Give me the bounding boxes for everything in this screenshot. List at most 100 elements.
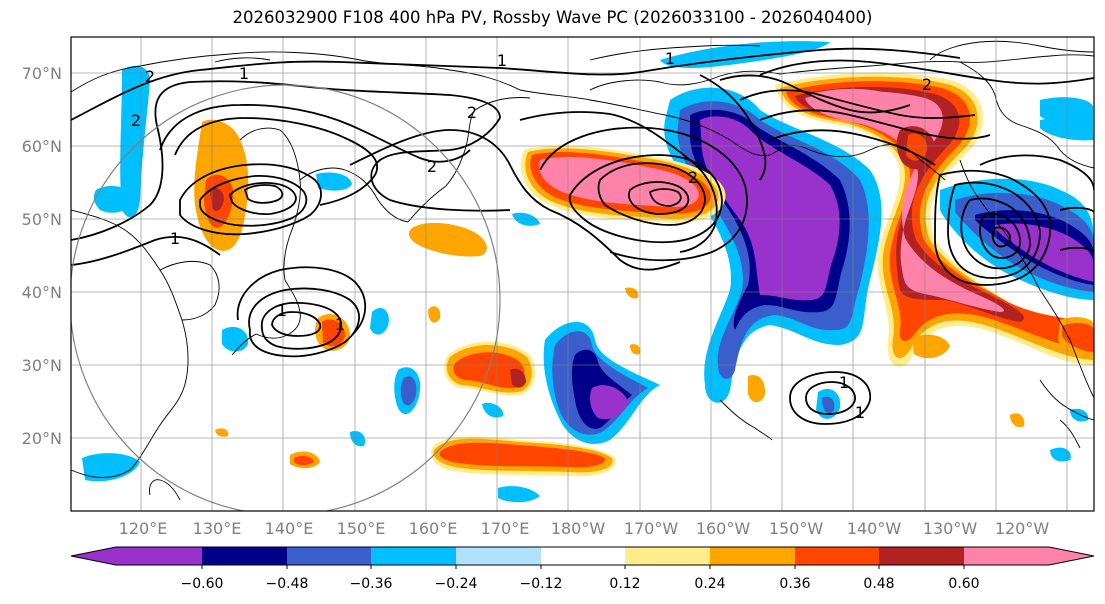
colorbar-tick-label: −0.36 xyxy=(350,576,393,592)
shade-small-neg-8b xyxy=(822,396,835,414)
colorbar-segment xyxy=(116,547,202,565)
range-ring xyxy=(71,84,501,511)
shade-sak-dr xyxy=(210,188,224,211)
colorbar-tick-label: 0.36 xyxy=(779,576,810,592)
contour-label: 2 xyxy=(467,103,477,122)
lon-label: 140°W xyxy=(847,519,902,538)
lon-label: 170°W xyxy=(624,519,679,538)
shade-south-red xyxy=(439,442,606,468)
shade-cyan-small1 xyxy=(316,172,352,191)
colorbar-tick-label: 0.24 xyxy=(694,576,725,592)
colorbar-segment xyxy=(541,547,625,565)
contour-label: 1 xyxy=(855,403,865,422)
shade-cyan-wbottom xyxy=(93,185,132,213)
shade-trough-purple xyxy=(700,116,840,301)
shade-small-neg-4 xyxy=(82,453,140,482)
shade-center-orange3 xyxy=(625,287,639,299)
contour-label: 1 xyxy=(839,373,849,392)
shade-small-orange-6 xyxy=(630,344,641,355)
contour-label-group: 1 2 2 1 2 1 1 2 2 1 1 2 1 1 xyxy=(131,49,932,422)
contour-label: 1 xyxy=(239,64,249,83)
colorbar-segment xyxy=(456,547,541,565)
chart-title: 2026032900 F108 400 hPa PV, Rossby Wave … xyxy=(232,8,873,27)
lat-label: 60°N xyxy=(22,137,62,156)
colorbar-tick-label: 0.60 xyxy=(948,576,979,592)
colorbar-segment xyxy=(371,547,456,565)
map-border xyxy=(70,36,1095,512)
shade-mp-dr xyxy=(510,368,526,388)
colorbar-tick-label: −0.60 xyxy=(181,576,224,592)
shade-mid-purple xyxy=(590,385,628,420)
shade-small-orange-5 xyxy=(1010,413,1025,428)
shade-center-orange2 xyxy=(428,306,441,323)
lat-labels: 70°N 60°N 50°N 40°N 30°N 20°N xyxy=(22,64,62,448)
contour-label: 1 xyxy=(497,51,507,70)
shade-small-neg-6 xyxy=(482,402,504,418)
shade-small-neg-5 xyxy=(498,486,540,503)
lon-label: 150°E xyxy=(337,519,386,538)
shade-bc-red-core xyxy=(906,133,928,161)
shade-small-neg-2 xyxy=(370,307,389,335)
contour-label: 2 xyxy=(922,75,932,94)
colorbar-segment xyxy=(202,547,287,565)
colorbar-extend-low xyxy=(71,547,116,565)
contour-label: 2 xyxy=(427,157,437,176)
contour-label: 1 xyxy=(335,315,345,334)
pv-shading xyxy=(82,41,1094,503)
lon-label: 150°W xyxy=(769,519,824,538)
lon-label: 130°E xyxy=(193,519,242,538)
shade-small-neg-7 xyxy=(350,430,366,447)
lon-label: 140°E xyxy=(265,519,314,538)
contour-label: 2 xyxy=(145,67,155,86)
lon-label: 130°W xyxy=(923,519,978,538)
contour-label: 1 xyxy=(170,229,180,248)
shade-small-neg-9 xyxy=(1050,447,1071,462)
colorbar-outline xyxy=(70,546,1095,566)
contour-label: 2 xyxy=(688,168,698,187)
shade-bc-pink xyxy=(805,91,1005,312)
contour-label: 2 xyxy=(131,111,141,130)
colorbar-tick-label: −0.48 xyxy=(266,576,309,592)
colorbar-segment xyxy=(287,547,371,565)
colorbar-tick-label: −0.12 xyxy=(520,576,563,592)
shade-small-neg-1b xyxy=(400,376,417,406)
lat-label: 40°N xyxy=(22,283,62,302)
shade-aleut-pink xyxy=(538,157,699,208)
lat-label: 50°N xyxy=(22,210,62,229)
lon-label: 180°W xyxy=(551,519,606,538)
lat-label: 70°N xyxy=(22,64,62,83)
shade-center-orange xyxy=(408,222,487,257)
shade-jp-red xyxy=(322,319,345,347)
shade-bc-pink-top xyxy=(810,88,892,103)
lon-label: 120°W xyxy=(995,519,1050,538)
shade-cyan-wcol xyxy=(120,65,150,218)
colorbar-segment xyxy=(795,547,879,565)
colorbar-tick-label: −0.24 xyxy=(435,576,478,592)
colorbar-tick-label: 0.48 xyxy=(863,576,894,592)
lat-label: 20°N xyxy=(22,429,62,448)
colorbar xyxy=(70,546,1095,566)
lon-label: 120°E xyxy=(119,519,168,538)
contour-label: 1 xyxy=(665,49,675,68)
shade-small-red-4 xyxy=(1062,323,1094,352)
shade-mp-red xyxy=(453,352,525,389)
lon-label: 160°E xyxy=(409,519,458,538)
lat-label: 30°N xyxy=(22,356,62,375)
shade-small-red-1 xyxy=(294,455,314,465)
shade-small-orange-7 xyxy=(215,428,229,437)
colorbar-extend-high xyxy=(1049,547,1094,565)
lon-label: 170°E xyxy=(481,519,530,538)
shade-small-orange-2 xyxy=(748,374,766,403)
colorbar-tick-label: 0.12 xyxy=(609,576,640,592)
colorbar-segment xyxy=(964,547,1049,565)
coastlines xyxy=(71,40,1094,501)
colorbar-segment xyxy=(879,547,964,565)
lon-label: 160°W xyxy=(696,519,751,538)
shade-cyan-north xyxy=(660,41,830,68)
colorbar-ticks: −0.60 −0.48 −0.36 −0.24 −0.12 0.12 0.24 … xyxy=(181,565,980,592)
lon-labels: 120°E 130°E 140°E 150°E 160°E 170°E 180°… xyxy=(119,519,1050,538)
shade-small-orange-3 xyxy=(912,334,950,359)
contour-label: 1 xyxy=(277,301,287,320)
colorbar-segment xyxy=(710,547,795,565)
